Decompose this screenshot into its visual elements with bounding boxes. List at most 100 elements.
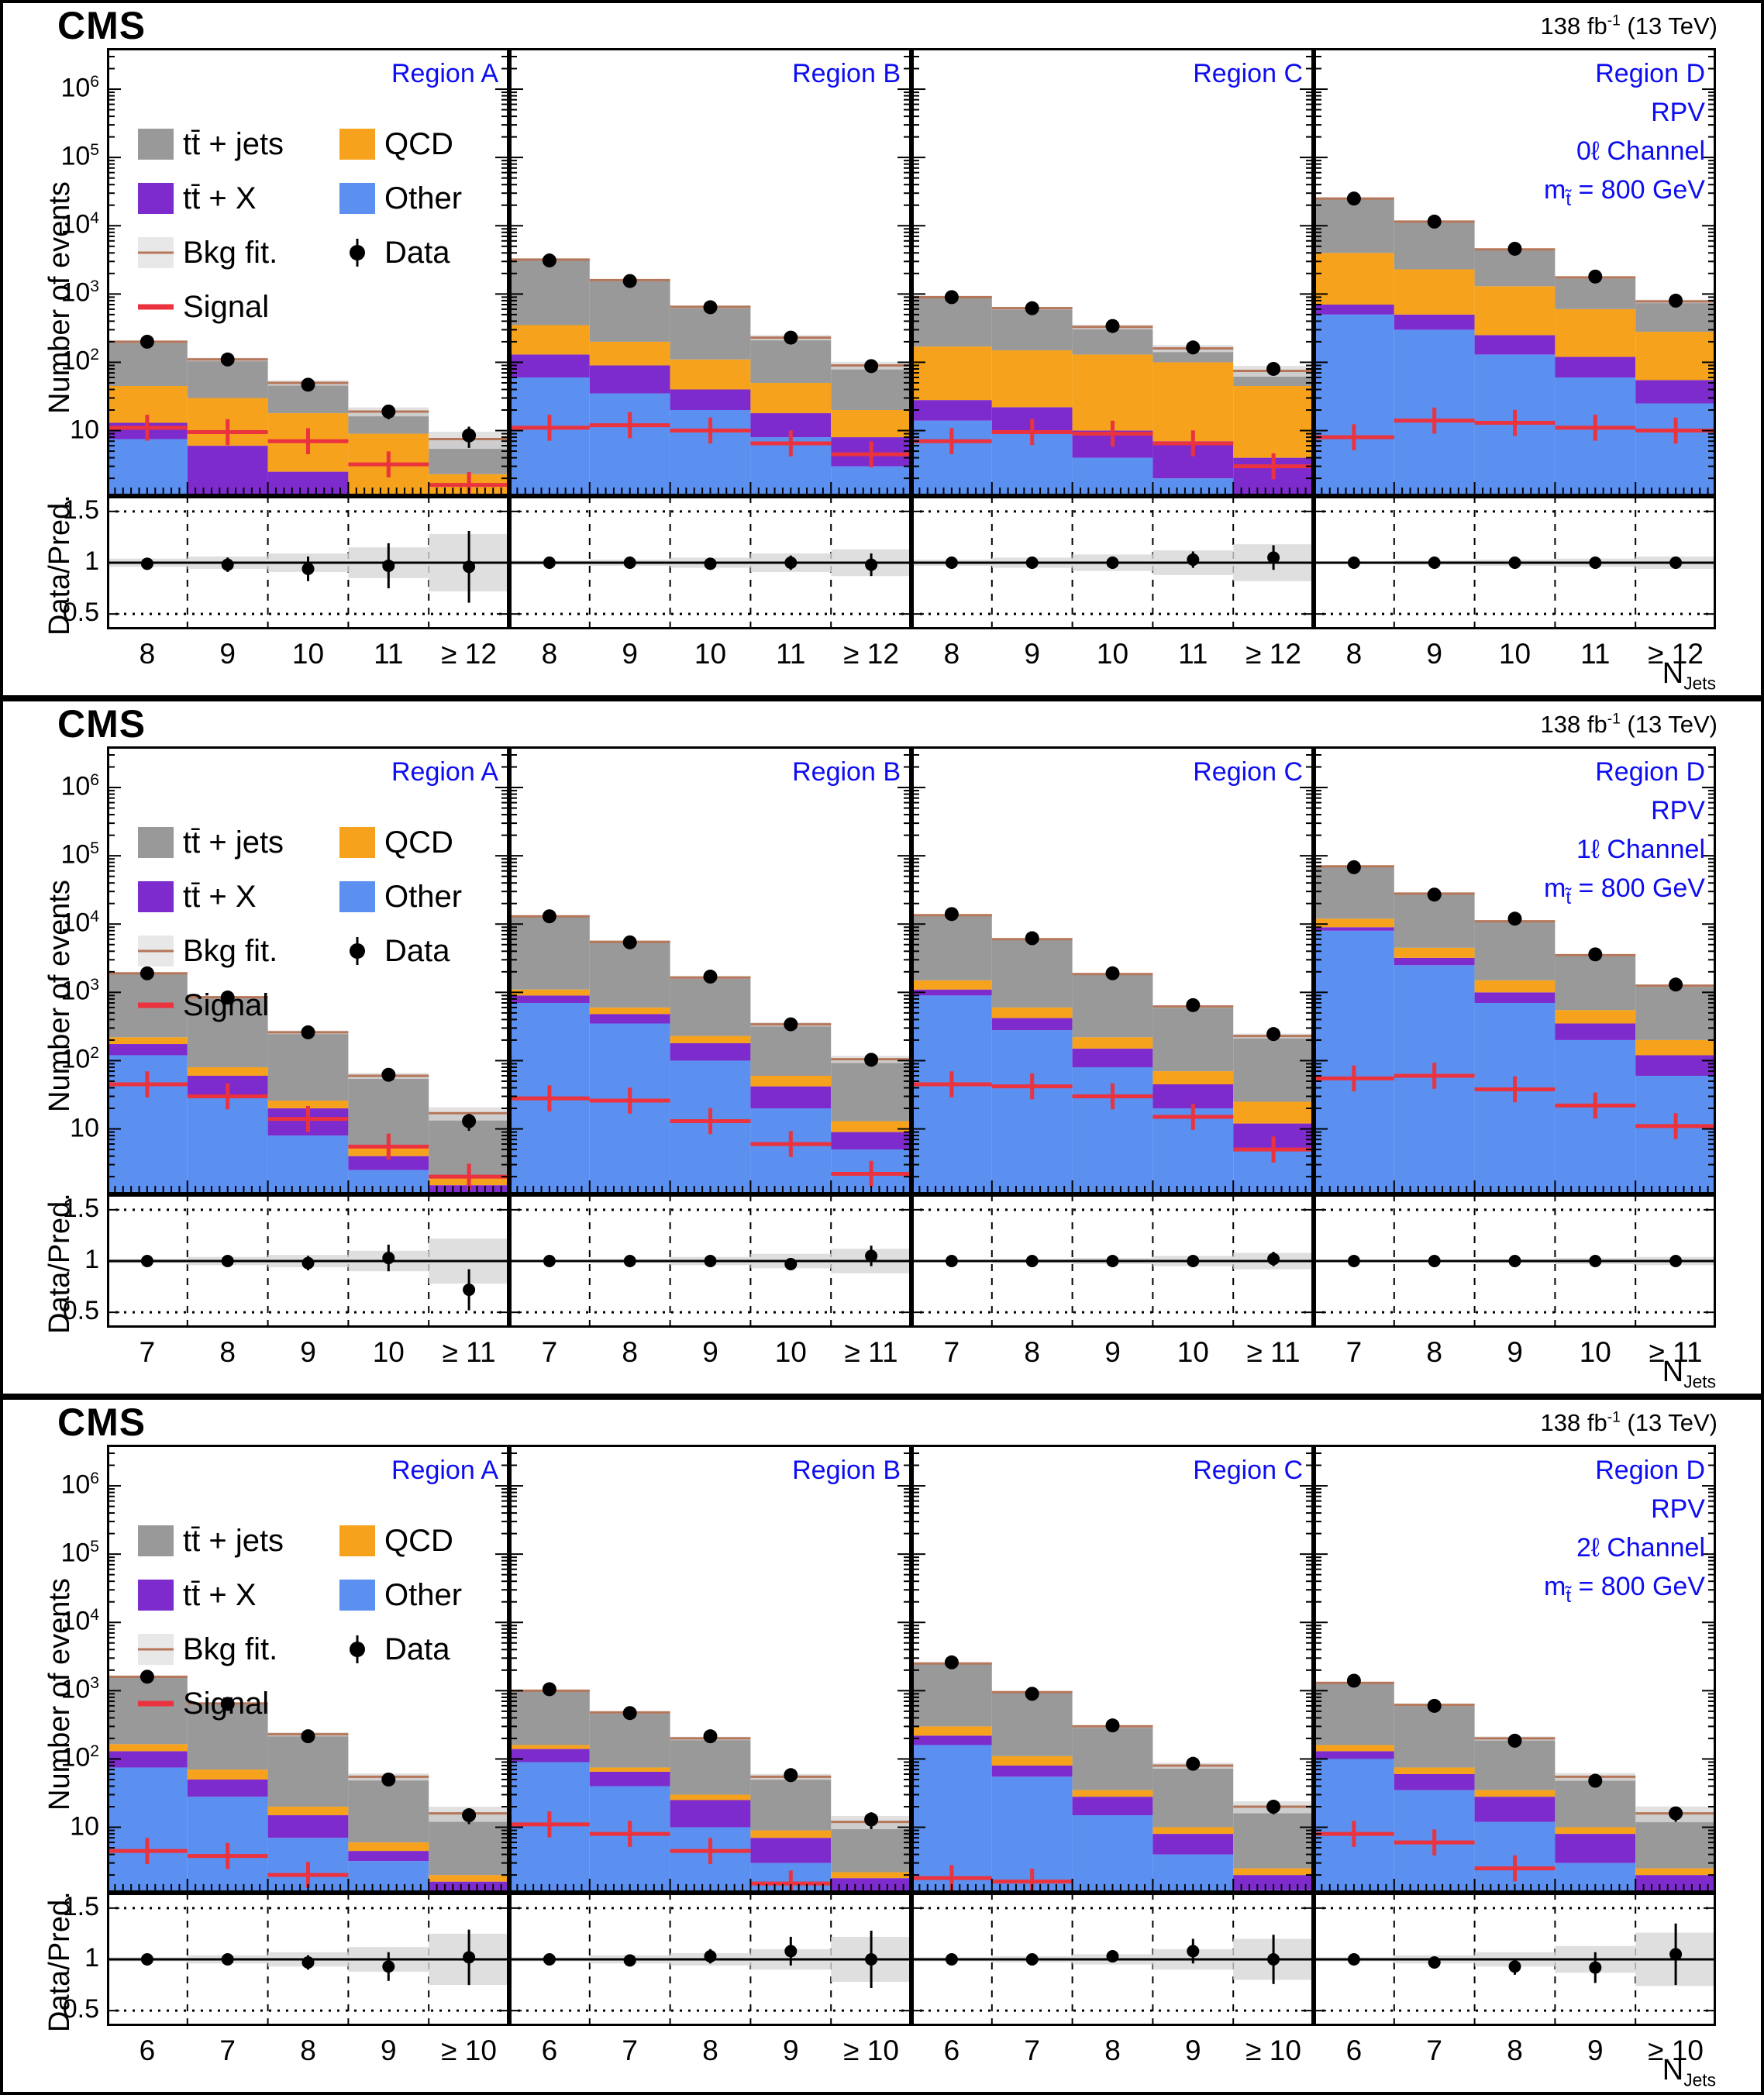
svg-text:8: 8 <box>1426 1336 1442 1368</box>
svg-text:Region B: Region B <box>792 1456 901 1485</box>
svg-text:9: 9 <box>622 638 638 670</box>
svg-text:10: 10 <box>1177 1336 1209 1368</box>
svg-text:9: 9 <box>1185 2035 1201 2066</box>
svg-text:Other: Other <box>384 1578 462 1612</box>
svg-text:6: 6 <box>944 2035 960 2066</box>
luminosity-label: 138 fb-1 (13 TeV) <box>1541 12 1718 40</box>
panel-grid: 6 7 8 9 ≥ 10 Region A tt̄ + jets tt̄ + X Bkg fit… <box>106 1444 1717 2071</box>
y-tick-exponent: 2 <box>90 1742 99 1761</box>
svg-text:10: 10 <box>775 1336 807 1368</box>
svg-text:≥ 12: ≥ 12 <box>1648 638 1704 670</box>
y-axis-tick-label: 104 <box>3 908 99 938</box>
svg-text:9: 9 <box>1024 638 1040 670</box>
svg-text:RPV: RPV <box>1651 98 1705 127</box>
ratio-axis-tick-label: 1.5 <box>62 494 99 525</box>
y-tick-exponent: 3 <box>90 277 99 296</box>
svg-text:≥ 10: ≥ 10 <box>1245 2035 1301 2066</box>
y-axis-tick-label: 106 <box>3 1470 99 1500</box>
svg-text:0ℓ Channel: 0ℓ Channel <box>1576 136 1705 166</box>
histogram-svg: 8 9 10 11 ≥ 12 Region D RPV 0ℓ Channel mt̃ = 800… <box>1313 47 1717 670</box>
svg-text:≥ 11: ≥ 11 <box>443 1336 496 1368</box>
y-tick-base: 10 <box>60 1470 91 1500</box>
luminosity-label: 138 fb-1 (13 TeV) <box>1541 711 1718 739</box>
svg-text:9: 9 <box>300 1336 316 1368</box>
lumi-energy: (13 TeV) <box>1620 12 1717 40</box>
svg-text:Region A: Region A <box>391 757 498 787</box>
svg-text:8: 8 <box>542 638 558 670</box>
svg-text:7: 7 <box>219 2035 236 2066</box>
svg-text:QCD: QCD <box>384 825 453 860</box>
svg-text:Region D: Region D <box>1595 59 1705 88</box>
y-tick-base: 10 <box>70 414 99 444</box>
y-axis-tick-label: 104 <box>3 209 99 239</box>
svg-text:Signal: Signal <box>183 988 269 1022</box>
svg-text:mt̃ = 800 GeV: mt̃ = 800 GeV <box>1544 1572 1705 1607</box>
svg-text:9: 9 <box>702 1336 718 1368</box>
y-tick-base: 10 <box>60 976 91 1006</box>
svg-text:7: 7 <box>1024 2035 1040 2066</box>
lumi-exponent: -1 <box>1607 711 1621 728</box>
x-title-subscript: Jets <box>1683 2069 1716 2090</box>
svg-text:8: 8 <box>1346 638 1363 670</box>
svg-text:7: 7 <box>944 1336 960 1368</box>
panel-region-b: 6 7 8 9 ≥ 10 Region B <box>508 1444 912 2071</box>
svg-text:6: 6 <box>542 2035 558 2066</box>
svg-text:7: 7 <box>1426 2035 1442 2066</box>
svg-text:11: 11 <box>1580 638 1610 670</box>
svg-text:7: 7 <box>622 2035 638 2066</box>
panel-region-c: 7 8 9 10 ≥ 11 Region C <box>911 746 1314 1373</box>
svg-text:9: 9 <box>1104 1336 1121 1368</box>
panel-region-d: 6 7 8 9 ≥ 10 Region D RPV 2ℓ Channel mt̃ = 800 G… <box>1313 1444 1717 2071</box>
svg-text:Region C: Region C <box>1193 1456 1303 1485</box>
y-axis-tick-label: 105 <box>3 141 99 171</box>
svg-text:6: 6 <box>1346 2035 1363 2066</box>
svg-text:8: 8 <box>622 1336 638 1368</box>
histogram-svg: 7 8 9 10 ≥ 11 Region D RPV 1ℓ Channel mt̃ = 800 … <box>1313 746 1717 1368</box>
histogram-svg: 6 7 8 9 ≥ 10 Region A tt̄ + jets tt̄ + X Bkg fit… <box>106 1444 510 2066</box>
svg-text:8: 8 <box>702 2035 718 2066</box>
svg-text:≥ 11: ≥ 11 <box>845 1336 898 1368</box>
svg-text:mt̃ = 800 GeV: mt̃ = 800 GeV <box>1544 175 1705 210</box>
svg-text:9: 9 <box>1587 2035 1604 2066</box>
y-axis-tick-label: 105 <box>3 839 99 870</box>
svg-text:Signal: Signal <box>183 1687 269 1721</box>
svg-text:QCD: QCD <box>384 1524 453 1558</box>
histogram-svg: 7 8 9 10 ≥ 11 Region C <box>911 746 1314 1368</box>
panel-region-a: 7 8 9 10 ≥ 11 Region A tt̄ + jets tt̄ + X Bkg fi… <box>106 746 510 1373</box>
y-tick-base: 10 <box>60 209 91 239</box>
y-tick-base: 10 <box>60 908 91 938</box>
x-title-main: N <box>1662 1356 1684 1388</box>
svg-text:10: 10 <box>694 638 726 670</box>
svg-text:8: 8 <box>1024 1336 1040 1368</box>
svg-text:11: 11 <box>776 638 805 670</box>
y-tick-exponent: 3 <box>90 976 99 994</box>
svg-text:≥ 11: ≥ 11 <box>1247 1336 1301 1368</box>
histogram-svg: 8 9 10 11 ≥ 12 Region B <box>508 47 912 670</box>
lumi-exponent: -1 <box>1607 12 1621 29</box>
x-axis-title: NJets <box>1662 657 1716 694</box>
y-axis-tick-label: 10 <box>3 415 99 445</box>
row-figure: CMS 138 fb-1 (13 TeV) Number of events D… <box>0 0 1764 698</box>
lumi-exponent: -1 <box>1607 1409 1621 1426</box>
svg-text:Region B: Region B <box>792 757 901 787</box>
luminosity-label: 138 fb-1 (13 TeV) <box>1541 1409 1718 1437</box>
y-tick-exponent: 6 <box>90 771 99 790</box>
svg-text:11: 11 <box>1178 638 1208 670</box>
svg-text:≥ 10: ≥ 10 <box>441 2035 497 2066</box>
y-tick-exponent: 5 <box>90 141 99 160</box>
svg-text:tt̄ + X: tt̄ + X <box>183 181 257 215</box>
x-title-main: N <box>1662 2054 1684 2086</box>
svg-text:tt̄ + X: tt̄ + X <box>183 880 257 914</box>
svg-text:8: 8 <box>944 638 960 670</box>
y-tick-base: 10 <box>60 141 91 171</box>
svg-text:8: 8 <box>1104 2035 1121 2066</box>
svg-text:≥ 12: ≥ 12 <box>843 638 899 670</box>
panel-region-a: 8 9 10 11 ≥ 12 Region A tt̄ + jets tt̄ + X Bkg f… <box>106 47 510 674</box>
y-axis-tick-label: 10 <box>3 1113 99 1143</box>
ratio-axis-tick-label: 1 <box>84 1943 99 1973</box>
y-tick-base: 10 <box>60 277 91 308</box>
svg-text:7: 7 <box>140 1336 156 1368</box>
histogram-svg: 8 9 10 11 ≥ 12 Region C <box>911 47 1314 670</box>
svg-text:tt̄ + jets: tt̄ + jets <box>183 127 284 161</box>
